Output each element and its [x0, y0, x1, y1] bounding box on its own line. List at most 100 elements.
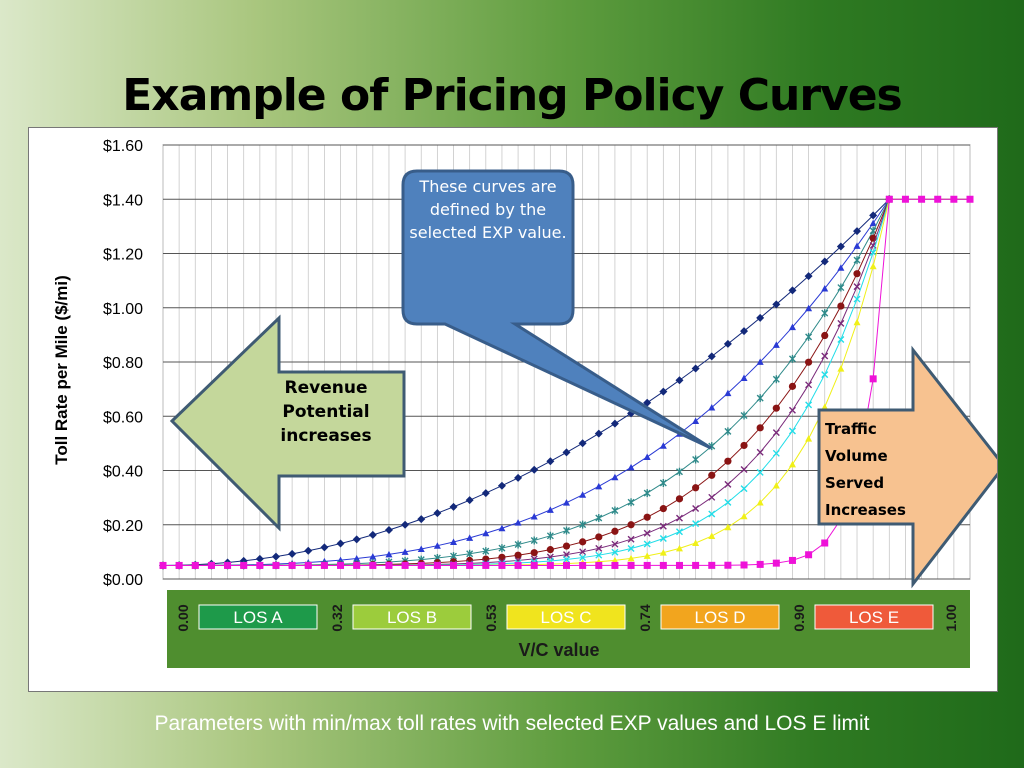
data-point — [788, 556, 796, 564]
data-point — [692, 484, 700, 492]
data-point — [756, 468, 764, 476]
data-point — [546, 506, 554, 513]
data-point — [675, 467, 683, 476]
data-point — [901, 195, 909, 203]
data-point — [788, 323, 796, 331]
data-point — [449, 502, 458, 511]
traffic-volume-arrow: Traffic Volume Served Increases — [817, 345, 1006, 589]
data-point — [675, 495, 684, 503]
data-point — [578, 439, 587, 448]
los-band-5: LOS E — [814, 604, 934, 630]
data-point — [659, 442, 667, 449]
data-point — [288, 561, 296, 569]
data-point — [530, 561, 538, 569]
data-point — [675, 376, 684, 385]
data-point — [595, 551, 603, 559]
data-point — [353, 554, 361, 562]
data-point — [466, 534, 474, 541]
data-point — [611, 548, 619, 556]
exp-callout-text: These curves are defined by the selected… — [409, 177, 567, 242]
data-point — [385, 550, 393, 558]
data-point — [659, 387, 668, 396]
data-point — [482, 529, 490, 537]
data-point — [368, 530, 377, 539]
data-point — [837, 365, 845, 372]
x-tick-label: 0.90 — [791, 604, 807, 631]
data-point — [562, 542, 571, 550]
pricing-curve-chart: $0.00 $0.20 $0.40 $0.60 $0.80 $1.00 $1.20 $1.40… — [52, 138, 1006, 668]
data-point — [336, 539, 345, 548]
data-point — [643, 540, 651, 548]
data-point — [579, 491, 587, 498]
data-point — [627, 463, 635, 471]
data-point — [498, 561, 506, 569]
data-point — [853, 242, 861, 249]
data-point — [610, 419, 619, 428]
data-point — [498, 524, 506, 532]
data-point — [595, 533, 603, 541]
data-point — [788, 406, 796, 414]
los-band-1: LOS A — [198, 604, 318, 630]
data-point — [708, 471, 716, 479]
chart-panel: $0.00 $0.20 $0.40 $0.60 $0.80 $1.00 $1.20 $1.40… — [28, 127, 1006, 692]
data-point — [255, 554, 264, 563]
data-point — [692, 455, 700, 464]
los-band-fill — [198, 604, 318, 630]
y-axis-ticks: $0.00 $0.20 $0.40 $0.60 $0.80 $1.00 $1.20 $1.40… — [103, 138, 143, 589]
data-point — [546, 561, 554, 569]
los-band-fill — [660, 604, 780, 630]
data-point — [708, 510, 716, 518]
data-point — [756, 499, 764, 506]
series-exp-2 — [159, 195, 970, 570]
data-point — [466, 561, 474, 569]
data-point — [724, 457, 732, 465]
data-point — [353, 561, 361, 569]
data-point — [304, 561, 312, 569]
data-point — [450, 538, 458, 546]
data-point — [934, 195, 942, 203]
data-point — [207, 561, 215, 569]
data-point — [885, 195, 893, 203]
data-point — [820, 257, 829, 266]
data-point — [417, 561, 425, 569]
data-point — [869, 219, 877, 227]
data-point — [853, 256, 861, 265]
y-tick-label: $1.60 — [103, 138, 143, 155]
data-point — [772, 449, 780, 457]
data-point — [175, 561, 183, 569]
data-point — [724, 561, 732, 569]
data-point — [740, 561, 748, 569]
data-point — [595, 544, 603, 552]
data-point — [530, 465, 539, 474]
data-point — [724, 480, 732, 488]
data-point — [288, 549, 297, 558]
data-point — [433, 542, 441, 549]
y-tick-label: $0.60 — [103, 409, 143, 426]
data-point — [740, 374, 748, 381]
data-point — [740, 465, 748, 473]
data-point — [659, 505, 667, 513]
curves — [159, 195, 974, 570]
data-point — [692, 520, 700, 528]
y-tick-label: $1.20 — [103, 247, 143, 264]
data-point — [659, 534, 667, 542]
data-point — [369, 553, 377, 560]
data-point — [659, 478, 667, 487]
x-tick-label: 0.00 — [175, 604, 191, 631]
data-point — [627, 521, 635, 529]
x-tick-label: 0.53 — [483, 604, 499, 631]
data-point — [256, 561, 264, 569]
data-point — [271, 552, 280, 561]
data-point — [546, 546, 554, 554]
data-point — [756, 394, 764, 403]
data-point — [675, 528, 683, 536]
y-tick-label: $0.80 — [103, 355, 143, 372]
data-point — [514, 519, 522, 526]
data-point — [675, 514, 683, 522]
data-point — [788, 354, 796, 363]
data-point — [611, 527, 619, 535]
data-point — [805, 551, 813, 559]
data-point — [546, 531, 554, 540]
data-point — [611, 540, 619, 548]
data-point — [320, 561, 328, 569]
